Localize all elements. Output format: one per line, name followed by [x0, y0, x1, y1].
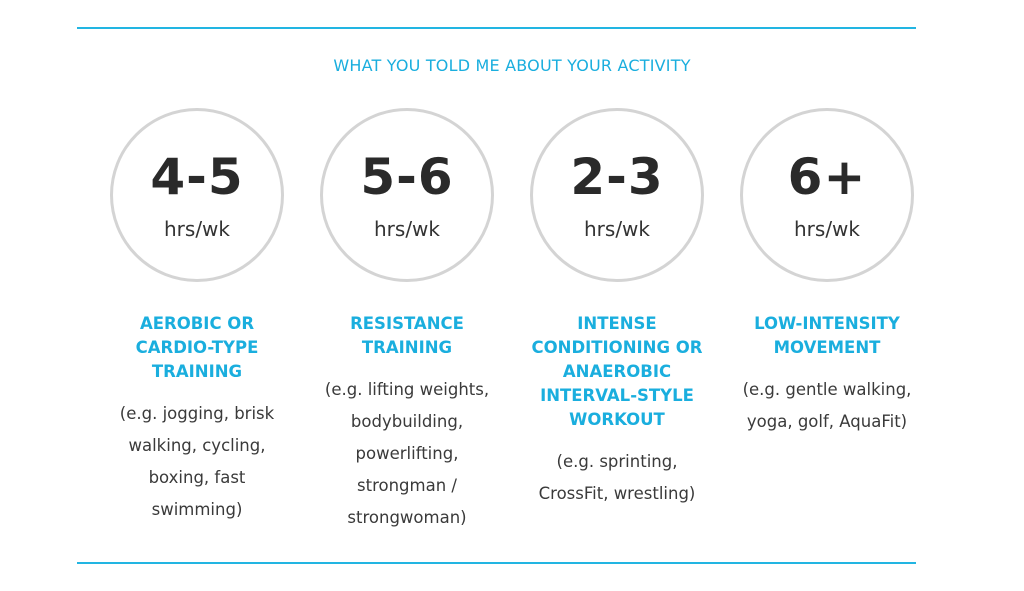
- activity-category: INTENSE CONDITIONING OR ANAEROBIC INTERV…: [512, 312, 722, 432]
- activity-examples: (e.g. sprinting, CrossFit, wrestling): [512, 446, 722, 510]
- section-heading: WHAT YOU TOLD ME ABOUT YOUR ACTIVITY: [333, 56, 691, 75]
- example-line: walking, cycling,: [128, 436, 266, 455]
- hours-value: 2-3: [570, 148, 664, 206]
- category-line: INTERVAL-STYLE: [540, 386, 694, 405]
- category-line: INTENSE: [577, 314, 657, 333]
- activity-category: LOW-INTENSITY MOVEMENT: [722, 312, 932, 360]
- activity-card-resistance: 5-6 hrs/wk RESISTANCE TRAINING (e.g. lif…: [302, 108, 512, 534]
- example-line: strongwoman): [347, 508, 467, 527]
- category-line: AEROBIC OR: [139, 314, 255, 333]
- category-line: CARDIO-TYPE: [135, 338, 259, 357]
- hours-unit: hrs/wk: [374, 217, 440, 241]
- activity-category: RESISTANCE TRAINING: [302, 312, 512, 360]
- activity-category: AEROBIC OR CARDIO-TYPE TRAINING: [92, 312, 302, 384]
- example-line: strongman /: [357, 476, 457, 495]
- example-line: bodybuilding,: [350, 412, 464, 431]
- hours-value: 4-5: [150, 148, 244, 206]
- top-divider: [77, 27, 916, 29]
- example-line: swimming): [151, 500, 243, 519]
- category-line: TRAINING: [151, 362, 243, 381]
- category-line: MOVEMENT: [773, 338, 881, 357]
- category-line: TRAINING: [361, 338, 453, 357]
- bottom-divider: [77, 562, 916, 564]
- example-line: powerlifting,: [355, 444, 459, 463]
- category-line: LOW-INTENSITY: [754, 314, 900, 333]
- hours-unit: hrs/wk: [584, 217, 650, 241]
- category-line: RESISTANCE: [350, 314, 464, 333]
- category-line: ANAEROBIC: [562, 362, 672, 381]
- activity-examples: (e.g. jogging, brisk walking, cycling, b…: [92, 398, 302, 526]
- hours-circle: 6+ hrs/wk: [740, 108, 914, 282]
- hours-unit: hrs/wk: [794, 217, 860, 241]
- example-line: (e.g. gentle walking,: [742, 380, 912, 399]
- category-line: WORKOUT: [569, 410, 665, 429]
- activity-examples: (e.g. lifting weights, bodybuilding, pow…: [302, 374, 512, 534]
- hours-circle: 2-3 hrs/wk: [530, 108, 704, 282]
- example-line: yoga, golf, AquaFit): [746, 412, 908, 431]
- hours-value: 6+: [787, 148, 867, 206]
- example-line: boxing, fast: [148, 468, 246, 487]
- activity-examples: (e.g. gentle walking, yoga, golf, AquaFi…: [722, 374, 932, 438]
- example-line: (e.g. sprinting,: [556, 452, 678, 471]
- hours-circle: 5-6 hrs/wk: [320, 108, 494, 282]
- example-line: CrossFit, wrestling): [538, 484, 696, 503]
- activity-card-low-intensity: 6+ hrs/wk LOW-INTENSITY MOVEMENT (e.g. g…: [722, 108, 932, 438]
- category-line: CONDITIONING OR: [531, 338, 703, 357]
- hours-circle: 4-5 hrs/wk: [110, 108, 284, 282]
- hours-unit: hrs/wk: [164, 217, 230, 241]
- example-line: (e.g. jogging, brisk: [119, 404, 275, 423]
- example-line: (e.g. lifting weights,: [324, 380, 490, 399]
- activity-card-aerobic: 4-5 hrs/wk AEROBIC OR CARDIO-TYPE TRAINI…: [92, 108, 302, 526]
- activity-card-intense: 2-3 hrs/wk INTENSE CONDITIONING OR ANAER…: [512, 108, 722, 510]
- hours-value: 5-6: [360, 148, 454, 206]
